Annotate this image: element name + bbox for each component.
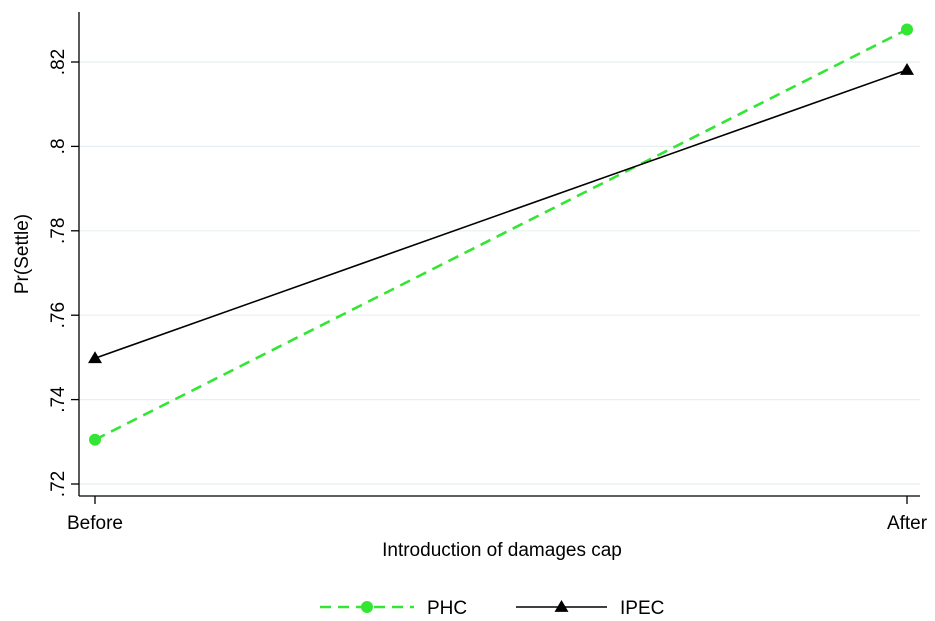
x-tick-label: After [887,513,928,534]
x-axis-ticks: Before After [67,496,928,534]
series-group [88,23,914,446]
legend-marker-phc [361,601,373,613]
y-tick-label: .78 [48,218,69,244]
gridlines [79,61,920,485]
y-tick-label: .8 [48,138,69,154]
y-tick-label: .76 [48,302,69,328]
legend-marker-ipec [554,600,569,612]
y-tick-label: .72 [48,471,69,497]
y-axis-ticks: .72 .74 .76 .78 .8 .82 [48,49,79,497]
y-axis-title: Pr(Settle) [12,214,33,294]
data-point-ipec [88,351,102,364]
data-point-ipec [900,63,914,75]
y-tick-label: .74 [48,386,69,413]
data-point-phc [89,433,101,446]
legend-label-ipec: IPEC [620,598,664,619]
legend: PHC IPEC [320,598,664,619]
x-axis-title: Introduction of damages cap [382,540,622,561]
data-point-phc [901,23,913,36]
series-line-ipec [94,69,908,359]
x-tick-label: Before [67,513,123,534]
series-line-phc [94,28,908,441]
y-tick-label: .82 [48,49,69,75]
legend-label-phc: PHC [427,598,467,619]
